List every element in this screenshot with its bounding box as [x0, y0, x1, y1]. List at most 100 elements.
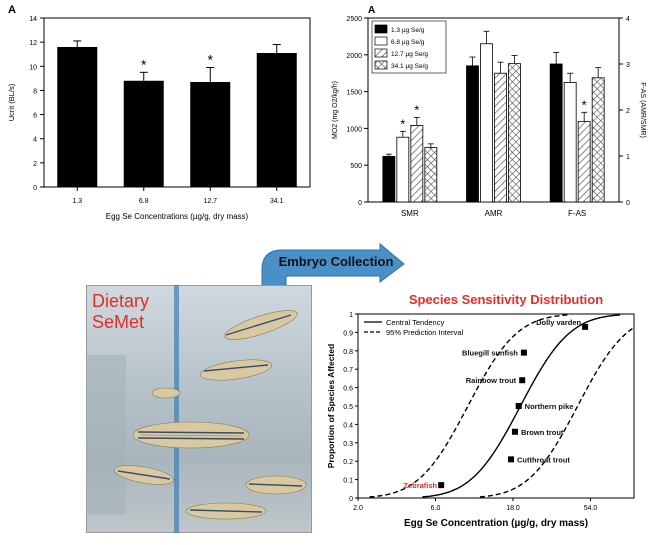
- y-tick-label: 14: [29, 16, 37, 23]
- zebrafish-tank-photo: Dietary SeMet: [86, 285, 312, 533]
- x-tick-label: 12.7: [203, 198, 217, 205]
- x-tick-label: 6.8: [139, 198, 149, 205]
- point-label: Northern pike: [525, 402, 574, 411]
- fish-shape: [114, 310, 307, 520]
- data-point: [582, 323, 589, 330]
- point-label: Dolly varden: [536, 318, 581, 327]
- significance-marker: *: [400, 116, 405, 131]
- chart-title: Species Sensitivity Distribution: [409, 292, 603, 307]
- x-tick-label: 6.0: [431, 505, 441, 512]
- mo2-chart: A 0 500 1000 1500 2000 2500 0 1 2 3 4 * * SMR AMR * F-AS 1…: [325, 0, 650, 225]
- y-tick-label: 6: [33, 113, 37, 120]
- bar: [480, 43, 493, 203]
- embryo-collection-arrow: Embryo Collection: [261, 242, 405, 291]
- point-label: Bluegill sunfish: [462, 349, 518, 358]
- y-tick-label: 0.7: [343, 367, 353, 374]
- bar: [577, 121, 591, 203]
- x-tick-label: 1.3: [72, 198, 82, 205]
- bar: [508, 63, 521, 203]
- significance-marker: *: [208, 51, 214, 67]
- legend-entry: 95% Prediction Interval: [386, 328, 463, 337]
- x-axis-label: Egg Se Concentrations (µg/g, dry mass): [106, 212, 249, 221]
- x-tick-label: AMR: [485, 209, 503, 218]
- x-tick-label: 54.0: [584, 505, 598, 512]
- point-label: Rainbow trout: [466, 376, 517, 385]
- y-axis-label: Proportion of Species Affected: [326, 344, 336, 468]
- y-tick-label: 12: [29, 40, 37, 47]
- y2-tick-label: 0: [626, 200, 630, 207]
- prediction-interval-upper: [479, 326, 635, 498]
- data-point: [520, 349, 527, 356]
- legend-swatch: [374, 60, 388, 70]
- significance-marker: *: [141, 56, 147, 72]
- legend-entry: Central Tendency: [386, 318, 444, 327]
- legend-swatch: [374, 24, 388, 34]
- legend-swatch: [374, 48, 388, 58]
- x-tick-label: 18.0: [506, 505, 520, 512]
- legend-entry: 12.7 µg Se/g: [391, 51, 428, 58]
- point-label: Brown trout: [521, 428, 564, 437]
- bar: [123, 80, 164, 187]
- bar: [549, 63, 563, 203]
- y2-tick-label: 4: [626, 16, 630, 23]
- x-tick-label: SMR: [401, 209, 419, 218]
- ucrit-chart: A 0 2 4 6 8 10 12 14 1.3 6.8 * 12.7 * 34.1 Egg Se Conce…: [0, 0, 325, 225]
- panel-label: A: [368, 5, 375, 16]
- fish-illustration: [86, 285, 307, 533]
- y-tick-label: 10: [29, 64, 37, 71]
- y-tick-label: 0.8: [343, 349, 353, 356]
- plot-frame: [357, 313, 635, 499]
- bar: [591, 77, 605, 203]
- y-tick-label: 0.6: [343, 386, 353, 393]
- point-label: Cutthroat trout: [517, 455, 570, 464]
- bar: [256, 53, 297, 187]
- point-label: Zebrafish: [403, 481, 437, 490]
- y-axis-label: MO2 (mg O2/kg/h): [332, 81, 339, 139]
- bar: [382, 155, 396, 203]
- x-tick-label: 34.1: [270, 198, 284, 205]
- prediction-interval-lower: [369, 314, 568, 498]
- y2-tick-label: 3: [626, 62, 630, 69]
- data-point: [438, 482, 445, 489]
- panel-label: A: [8, 4, 16, 16]
- x-tick-label: 2.0: [353, 505, 363, 512]
- y-tick-label: 0: [349, 496, 353, 503]
- y2-axis-label: F-AS (AMR/SMR): [639, 82, 646, 138]
- mo2-chart-svg: A 0 500 1000 1500 2000 2500 0 1 2 3 4 * * SMR AMR * F-AS 1…: [332, 5, 646, 218]
- x-tick-label: F-AS: [568, 209, 586, 218]
- y-tick-label: 2: [33, 161, 37, 168]
- significance-marker: *: [582, 97, 587, 112]
- y2-tick-label: 2: [626, 108, 630, 115]
- y-tick-label: 8: [33, 88, 37, 95]
- y-tick-label: 0.5: [343, 404, 353, 411]
- legend-entry: 6.8 µg Se/g: [391, 39, 425, 46]
- y-tick-label: 1500: [346, 90, 362, 97]
- bar: [494, 72, 507, 203]
- y-tick-label: 1000: [346, 126, 362, 133]
- y-tick-label: 0: [33, 185, 37, 192]
- y-tick-label: 2500: [346, 16, 362, 23]
- data-point: [508, 456, 515, 463]
- y-tick-label: 0.3: [343, 441, 353, 448]
- ssd-chart: Species Sensitivity Distribution 0 0.1 0.2 0…: [322, 284, 642, 540]
- photo-label: Dietary SeMet: [92, 291, 150, 332]
- y-tick-label: 0.4: [343, 422, 353, 429]
- y-tick-label: 1: [349, 312, 353, 319]
- bar: [424, 147, 438, 203]
- ucrit-chart-svg: A 0 2 4 6 8 10 12 14 1.3 6.8 * 12.7 * 34.1 Egg Se Conce…: [7, 4, 311, 221]
- y-tick-label: 0.2: [343, 459, 353, 466]
- plot-frame: [43, 17, 311, 188]
- y2-tick-label: 1: [626, 154, 630, 161]
- bar: [190, 81, 231, 187]
- bar: [396, 136, 410, 203]
- ssd-chart-svg: Species Sensitivity Distribution 0 0.1 0.2 0…: [326, 292, 635, 529]
- bar: [563, 82, 577, 203]
- legend-entry: 34.1 µg Se/g: [391, 63, 428, 70]
- y-tick-label: 0.9: [343, 330, 353, 337]
- y-tick-label: 2000: [346, 53, 362, 60]
- significance-marker: *: [414, 102, 419, 117]
- y-tick-label: 4: [33, 137, 37, 144]
- legend-swatch: [374, 36, 388, 46]
- data-point: [511, 428, 518, 435]
- y-axis-label: Ucrit (BL/s): [7, 83, 16, 121]
